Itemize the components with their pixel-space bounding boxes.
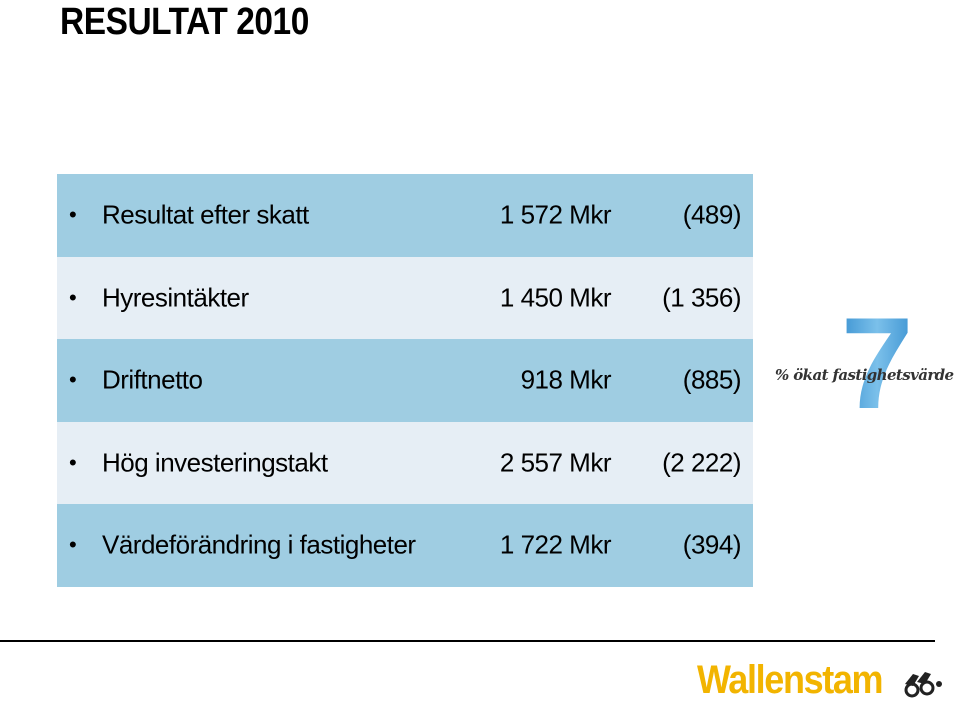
page-title: RESULTAT 2010 <box>60 1 309 43</box>
row-previous-value: (489) <box>682 199 742 230</box>
seven-graphic-icon: 7 <box>841 290 913 436</box>
binoculars-icon <box>904 672 942 698</box>
row-previous-value: (394) <box>682 529 742 560</box>
row-previous-value: (885) <box>682 364 742 395</box>
bullet-icon: • <box>69 367 77 393</box>
row-label: Hög investeringstakt <box>102 447 328 478</box>
row-value: 1 572 Mkr <box>499 199 612 230</box>
table-row: • Hyresintäkter 1 450 Mkr (1 356) <box>57 256 753 339</box>
table-row: • Resultat efter skatt 1 572 Mkr (489) <box>57 174 753 257</box>
row-label: Hyresintäkter <box>102 282 249 313</box>
row-label: Resultat efter skatt <box>102 199 309 230</box>
bullet-icon: • <box>69 449 77 475</box>
row-label: Driftnetto <box>102 364 203 395</box>
row-value: 918 Mkr <box>520 364 612 395</box>
row-previous-value: (2 222) <box>662 447 741 478</box>
row-label: Värdeförändring i fastigheter <box>102 529 416 560</box>
row-value: 1 722 Mkr <box>499 529 612 560</box>
company-logo: Wallenstam <box>697 658 947 702</box>
logo-text: Wallenstam <box>697 658 884 702</box>
bullet-icon: • <box>69 202 77 228</box>
row-value: 2 557 Mkr <box>499 447 612 478</box>
row-previous-value: (1 356) <box>662 282 741 313</box>
table-row: • Driftnetto 918 Mkr (885) <box>57 339 753 422</box>
badge-text: % ökat fastighetsvärde <box>775 366 954 384</box>
badge-number: 7 <box>841 300 913 412</box>
bullet-icon: • <box>69 532 77 558</box>
table-row: • Hög investeringstakt 2 557 Mkr (2 222) <box>57 421 753 504</box>
bullet-icon: • <box>69 284 77 310</box>
results-table: • Resultat efter skatt 1 572 Mkr (489) •… <box>57 174 753 587</box>
table-row: • Värdeförändring i fastigheter 1 722 Mk… <box>57 504 753 587</box>
divider <box>0 640 935 642</box>
value-increase-badge: 7 % ökat fastighetsvärde <box>775 290 955 436</box>
row-value: 1 450 Mkr <box>499 282 612 313</box>
